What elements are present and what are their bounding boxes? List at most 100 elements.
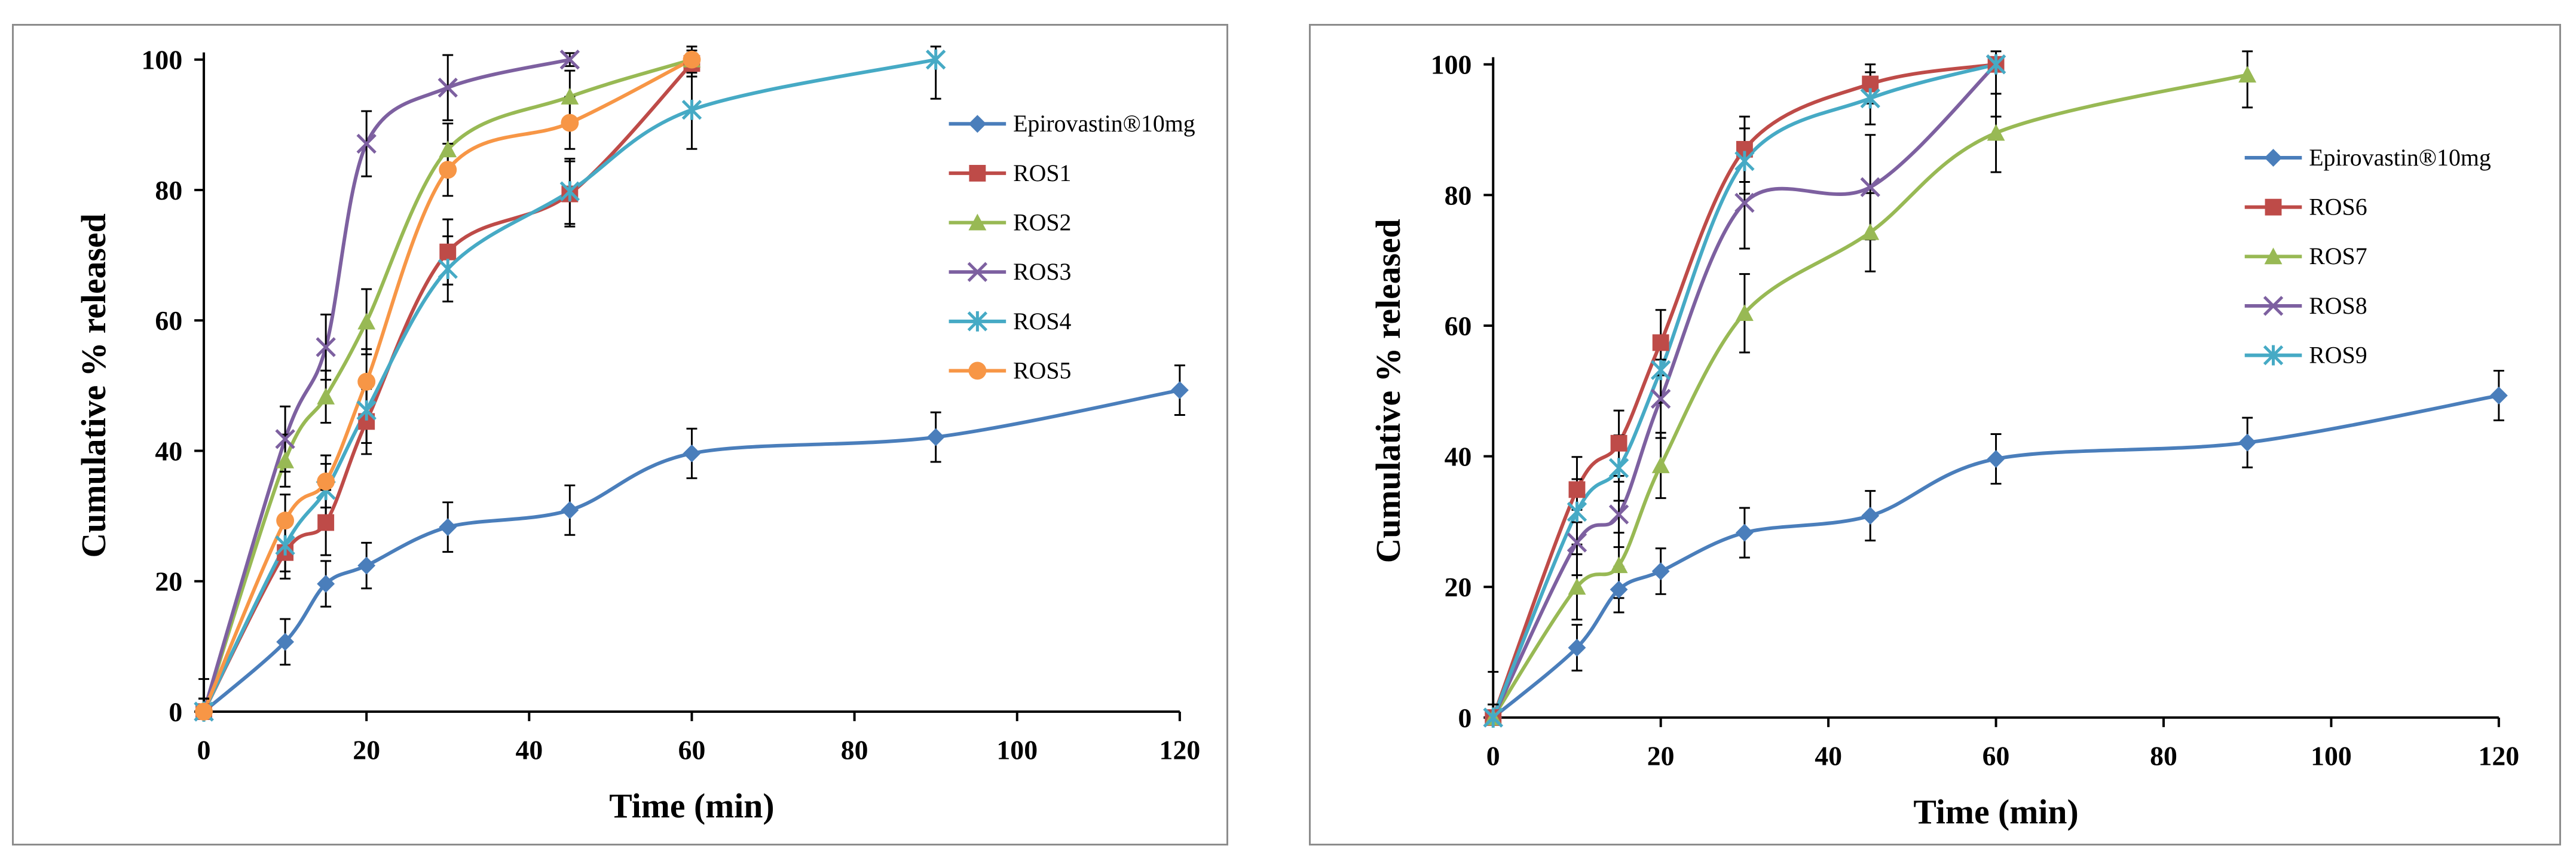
left-data-point-4 — [681, 99, 702, 120]
right-legend-label-3: ROS8 — [2309, 293, 2367, 319]
right-data-point-2 — [1735, 304, 1754, 321]
right-y-axis-title: Cumulative % released — [1370, 219, 1408, 563]
left-series-line-4 — [202, 57, 937, 713]
right-x-tick-label: 120 — [2479, 741, 2520, 771]
left-x-tick-label: 120 — [1159, 735, 1201, 765]
left-y-axis-title: Cumulative % released — [75, 213, 113, 557]
left-legend-marker-1 — [969, 164, 986, 182]
right-data-point-0 — [1568, 639, 1586, 657]
left-y-tick-label: 80 — [155, 175, 182, 206]
left-data-point-5 — [561, 114, 579, 132]
left-x-axis-title: Time (min) — [609, 788, 774, 825]
right-data-point-0 — [2489, 387, 2508, 405]
left-legend-label-1: ROS1 — [1013, 160, 1071, 186]
right-data-point-2 — [1987, 124, 2005, 141]
left-data-point-4 — [559, 181, 580, 202]
left-data-point-5 — [276, 511, 295, 530]
right-data-point-3 — [1650, 388, 1671, 409]
left-data-point-2 — [439, 140, 457, 158]
right-legend-label-1: ROS6 — [2309, 194, 2367, 220]
right-data-point-0 — [1651, 562, 1670, 580]
left-data-point-2 — [317, 387, 335, 405]
right-y-tick-label: 100 — [1431, 50, 1472, 80]
left-data-point-0 — [439, 518, 457, 537]
left-legend-label-0: Epirovastin®10mg — [1013, 111, 1195, 137]
left-x-tick-label: 100 — [996, 735, 1038, 765]
right-legend-marker-4 — [2263, 345, 2284, 366]
right-data-point-3 — [1567, 532, 1587, 553]
left-data-point-0 — [561, 501, 579, 519]
right-data-point-4 — [1860, 88, 1880, 109]
right-data-point-1 — [1610, 434, 1627, 452]
left-x-tick-label: 60 — [678, 735, 706, 765]
left-legend-marker-5 — [968, 361, 987, 380]
right-data-point-2 — [1610, 556, 1628, 574]
right-data-point-2 — [1651, 457, 1670, 473]
left-data-point-0 — [1170, 381, 1189, 399]
left-data-point-5 — [439, 161, 457, 179]
left-data-point-4 — [925, 49, 946, 70]
left-x-tick-label: 0 — [197, 735, 211, 765]
release-chart-right: 0 20 40 60 80 100 0 20 40 60 80 100 120 Time (min) Cum… — [1370, 50, 2520, 832]
left-data-point-1 — [439, 243, 457, 261]
left-data-point-4 — [438, 259, 458, 279]
right-x-tick-label: 80 — [2150, 741, 2177, 771]
left-legend-label-4: ROS4 — [1013, 308, 1071, 335]
left-data-point-3 — [316, 337, 336, 357]
right-data-point-2 — [2238, 66, 2257, 83]
left-x-tick-label: 40 — [515, 735, 543, 765]
left-legend-marker-3 — [967, 262, 988, 282]
left-legend-marker-4 — [967, 311, 988, 332]
left-legend-label-5: ROS5 — [1013, 357, 1071, 384]
right-data-point-4 — [1985, 54, 2006, 75]
right-x-tick-label: 100 — [2311, 741, 2352, 771]
right-legend-label-4: ROS9 — [2309, 342, 2367, 369]
left-y-tick-label: 60 — [155, 305, 182, 336]
right-data-point-2 — [1861, 223, 1880, 240]
left-x-tick-label: 20 — [353, 735, 380, 765]
right-x-tick-label: 40 — [1815, 741, 1842, 771]
left-data-point-5 — [317, 472, 335, 491]
left-data-point-0 — [926, 428, 945, 446]
right-legend-label-0: Epirovastin®10mg — [2309, 145, 2491, 171]
right-data-point-3 — [1734, 192, 1755, 213]
right-data-point-1 — [1568, 481, 1586, 498]
right-data-point-0 — [1987, 450, 2005, 468]
right-data-point-0 — [1610, 580, 1628, 599]
left-y-tick-label: 40 — [155, 436, 182, 466]
left-x-tick-label: 80 — [841, 735, 868, 765]
left-data-point-1 — [317, 514, 335, 531]
release-chart-left: 0 20 40 60 80 100 0 20 40 60 80 100 120 Time (min) Cum… — [75, 45, 1201, 826]
left-data-point-2 — [276, 451, 295, 468]
left-data-point-2 — [357, 313, 376, 330]
chart-panel-left: 0 20 40 60 80 100 0 20 40 60 80 100 120 Time (min) Cum… — [12, 24, 1228, 845]
right-legend-marker-3 — [2263, 296, 2284, 316]
right-y-tick-label: 40 — [1445, 442, 1472, 472]
right-data-point-4 — [1483, 707, 1503, 728]
right-legend-label-2: ROS7 — [2309, 243, 2367, 269]
left-data-point-2 — [561, 88, 579, 105]
left-data-point-4 — [275, 535, 295, 556]
left-data-point-3 — [275, 429, 295, 449]
right-data-point-0 — [1735, 523, 1754, 542]
right-legend-marker-1 — [2265, 198, 2282, 216]
right-data-point-2 — [1568, 578, 1586, 595]
left-data-point-3 — [438, 77, 458, 98]
right-data-point-4 — [1650, 360, 1671, 381]
left-data-point-5 — [195, 703, 213, 721]
right-y-tick-label: 20 — [1445, 572, 1472, 602]
right-data-point-1 — [1652, 334, 1669, 351]
right-legend-marker-2 — [2264, 247, 2283, 265]
right-y-tick-label: 60 — [1445, 311, 1472, 341]
left-data-point-5 — [683, 50, 701, 69]
left-data-point-0 — [683, 444, 701, 462]
right-data-point-4 — [1608, 458, 1629, 479]
left-data-point-0 — [317, 575, 335, 593]
left-y-tick-label: 100 — [142, 45, 183, 75]
right-data-point-4 — [1734, 151, 1755, 171]
left-y-tick-label: 0 — [169, 697, 182, 727]
left-series-line-3 — [202, 57, 571, 712]
right-data-point-0 — [1861, 507, 1880, 525]
right-data-point-3 — [1860, 177, 1880, 197]
right-x-tick-label: 0 — [1486, 741, 1500, 771]
